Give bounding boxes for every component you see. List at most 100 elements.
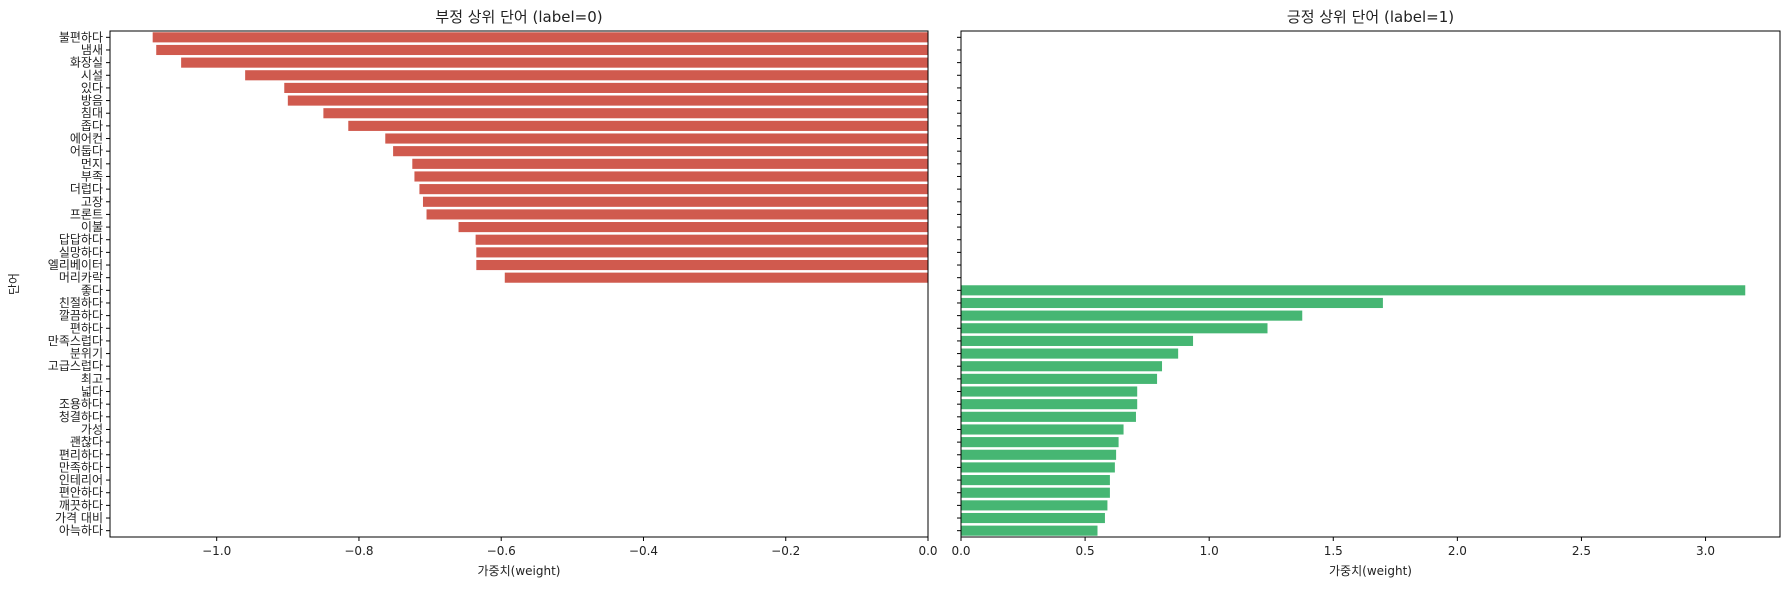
category-label: 프론트 <box>70 207 103 221</box>
category-label: 편하다 <box>70 321 103 335</box>
x-tick-label: 1.0 <box>1200 544 1219 558</box>
bar-좁다 <box>348 120 928 131</box>
panel-title: 부정 상위 단어 (label=0) <box>435 8 602 26</box>
bar-고장 <box>422 196 928 207</box>
category-label: 고급스럽다 <box>48 359 103 373</box>
x-tick-label: 0.0 <box>918 544 937 558</box>
bar-이불 <box>458 222 928 233</box>
bar-조용하다 <box>961 399 1138 410</box>
x-axis-label: 가중치(weight) <box>1329 564 1412 578</box>
bar-편리하다 <box>961 449 1117 460</box>
x-tick-label: −1.0 <box>202 544 231 558</box>
category-label: 에어컨 <box>70 132 103 146</box>
bar-불편하다 <box>152 32 929 43</box>
x-tick-label: −0.4 <box>629 544 658 558</box>
x-tick-label: 0.0 <box>951 544 970 558</box>
x-tick-label: 1.5 <box>1324 544 1343 558</box>
bar-인테리어 <box>961 475 1110 486</box>
bar-시설 <box>245 70 928 81</box>
bar-방음 <box>287 95 929 106</box>
category-label: 가성 <box>81 422 103 436</box>
category-label: 괜찮다 <box>70 435 103 449</box>
bar-편안하다 <box>961 487 1110 498</box>
bar-편하다 <box>961 323 1268 334</box>
category-label: 냄새 <box>81 43 103 57</box>
x-tick-label: −0.6 <box>487 544 516 558</box>
bar-부족 <box>414 171 929 182</box>
category-label: 먼지 <box>81 157 103 171</box>
category-label: 조용하다 <box>59 397 103 411</box>
bar-분위기 <box>961 348 1179 359</box>
category-label: 어둡다 <box>70 144 103 158</box>
category-label: 넓다 <box>81 385 103 399</box>
x-tick-label: 0.5 <box>1076 544 1095 558</box>
category-label: 최고 <box>81 372 103 386</box>
bar-에어컨 <box>385 133 928 144</box>
bar-가성 <box>961 424 1124 435</box>
category-label: 만족하다 <box>59 460 103 474</box>
category-label: 이불 <box>81 220 103 234</box>
bar-더럽다 <box>419 184 928 195</box>
panel-title: 긍정 상위 단어 (label=1) <box>1287 8 1454 26</box>
bar-있다 <box>284 82 929 93</box>
category-label: 좁다 <box>81 119 103 133</box>
bar-좋다 <box>961 285 1746 296</box>
bar-프론트 <box>426 209 928 220</box>
category-label: 방음 <box>81 94 103 108</box>
bar-깔끔하다 <box>961 310 1303 321</box>
category-label: 답답하다 <box>59 233 103 247</box>
category-label: 분위기 <box>70 347 103 361</box>
category-label: 시설 <box>81 68 103 82</box>
bar-친절하다 <box>961 297 1383 309</box>
bar-넓다 <box>961 386 1138 397</box>
category-label: 좋다 <box>81 283 103 297</box>
category-label: 고장 <box>81 195 103 209</box>
category-label: 깨끗하다 <box>59 498 103 512</box>
category-label: 청결하다 <box>59 410 103 424</box>
category-label: 편리하다 <box>59 448 103 462</box>
bar-청결하다 <box>961 411 1136 422</box>
bar-화장실 <box>181 57 928 68</box>
bar-엘리베이터 <box>476 259 928 271</box>
bar-침대 <box>323 108 928 119</box>
bar-냄새 <box>156 44 928 56</box>
category-label: 깔끔하다 <box>59 309 103 323</box>
category-label: 편안하다 <box>59 486 103 500</box>
category-label: 부족 <box>81 169 103 183</box>
category-label: 더럽다 <box>70 182 103 196</box>
bar-머리카락 <box>504 272 928 283</box>
bar-아늑하다 <box>961 525 1098 536</box>
category-label: 침대 <box>81 106 103 120</box>
category-label: 머리카락 <box>59 271 103 285</box>
bar-답답하다 <box>475 234 928 245</box>
category-label: 엘리베이터 <box>48 258 103 272</box>
bar-만족하다 <box>961 462 1115 473</box>
bar-가격 대비 <box>961 512 1105 524</box>
bar-실망하다 <box>476 247 928 258</box>
bar-최고 <box>961 373 1158 384</box>
x-tick-label: −0.2 <box>771 544 800 558</box>
category-label: 있다 <box>81 81 103 95</box>
category-label: 친절하다 <box>59 296 103 310</box>
category-label: 불편하다 <box>59 30 103 44</box>
category-label: 화장실 <box>70 56 103 70</box>
plot-frame <box>109 30 929 538</box>
category-label: 인테리어 <box>59 473 103 487</box>
negative-words-panel: 부정 상위 단어 (label=0) −1.0 −0.8 −0.6 −0.4 −0.2 0.… <box>48 8 938 578</box>
category-label: 만족스럽다 <box>48 334 103 348</box>
plot-frame <box>960 30 1781 538</box>
x-axis-label: 가중치(weight) <box>478 564 561 578</box>
x-tick-label: −0.8 <box>344 544 373 558</box>
bar-어둡다 <box>393 146 928 157</box>
x-tick-label: 3.0 <box>1696 544 1715 558</box>
y-axis-label: 단어 <box>7 273 21 295</box>
x-tick-label: 2.0 <box>1448 544 1467 558</box>
category-label: 아늑하다 <box>59 524 103 538</box>
bar-먼지 <box>412 158 929 169</box>
positive-words-panel: 긍정 상위 단어 (label=1) 0.0 0.5 1.0 1.5 2.0 2.5 3.0 가… <box>951 8 1781 578</box>
x-tick-label: 2.5 <box>1572 544 1591 558</box>
bar-만족스럽다 <box>961 335 1194 346</box>
category-label: 가격 대비 <box>55 511 103 525</box>
